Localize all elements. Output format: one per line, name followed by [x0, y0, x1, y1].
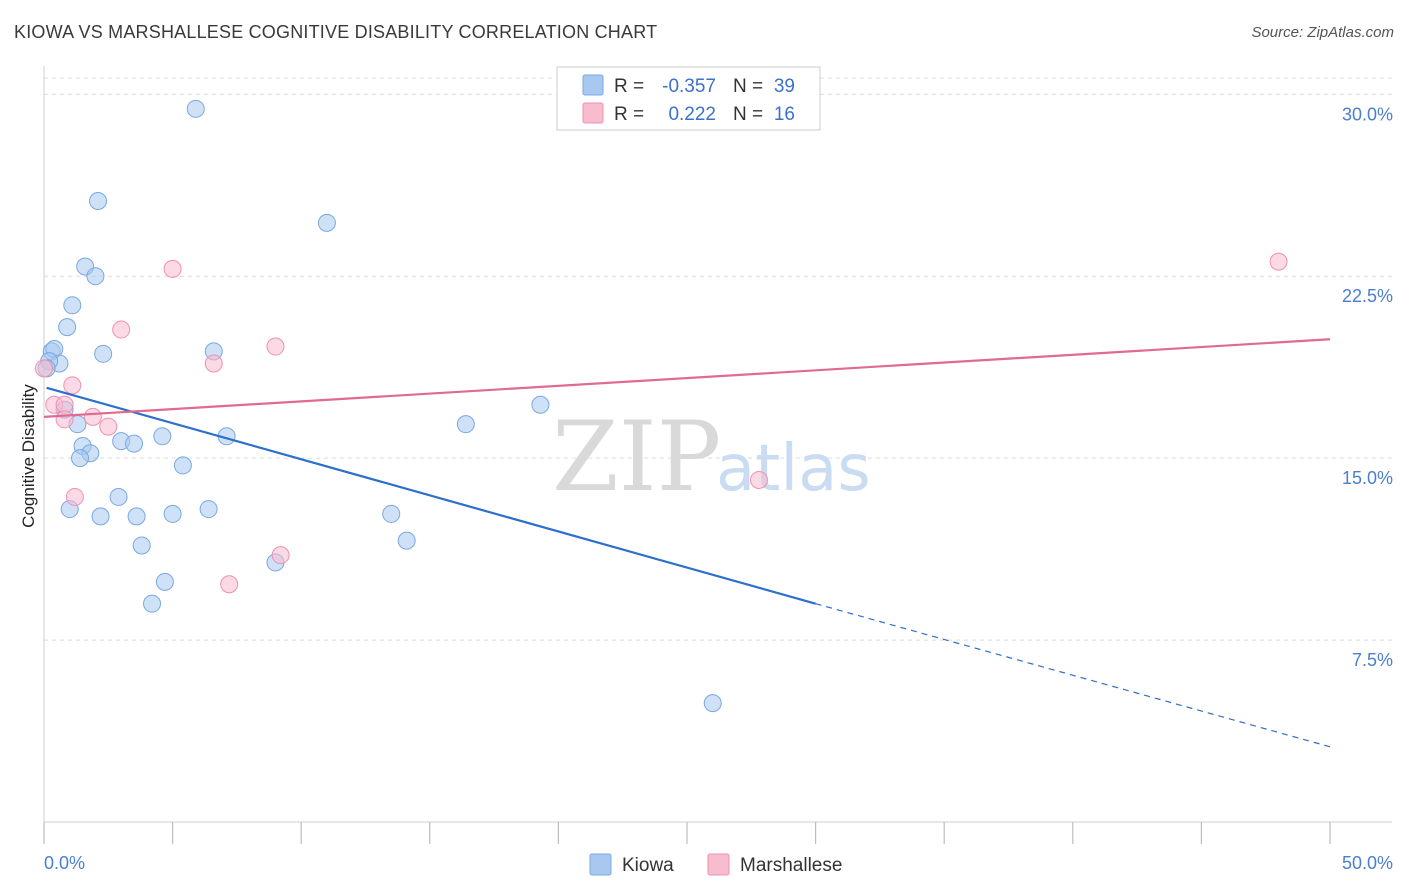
kiowa-point [125, 434, 144, 453]
marshallese-point [99, 417, 118, 436]
watermark-atlas: atlas [716, 432, 871, 506]
kiowa-point [91, 507, 110, 526]
kiowa-point [397, 531, 416, 550]
marshallese-point [112, 320, 131, 339]
kiowa-point [94, 344, 113, 363]
kiowa-point [153, 427, 172, 446]
bottom-legend-marshallese-label: Marshallese [740, 855, 842, 876]
marshallese-point [750, 470, 769, 489]
kiowa-point [89, 191, 108, 210]
kiowa-point [86, 267, 105, 286]
grid-layer [44, 77, 1392, 641]
marshallese-point [63, 376, 82, 395]
legend-n-value: 16 [774, 104, 795, 125]
y-tick-label: 30.0% [1342, 104, 1393, 124]
legend-swatch [582, 74, 604, 96]
kiowa-point [143, 594, 162, 613]
x-tick-label: 0.0% [44, 853, 85, 873]
y-axis-label: Cognitive Disability [19, 384, 38, 528]
legend-n-label: N = [733, 104, 763, 125]
watermark-zip: ZIP [552, 401, 721, 513]
legend-r-value: -0.357 [662, 76, 716, 97]
marshallese-point [271, 546, 290, 565]
legend-n-label: N = [733, 76, 763, 97]
kiowa-point [132, 536, 151, 555]
bottom-legend-kiowa-label: Kiowa [622, 855, 674, 876]
axis-layer: 7.5% 15.0% 22.5% 30.0% 0.0% 50.0% Cognitive Di… [19, 66, 1393, 873]
kiowa-point [58, 318, 77, 337]
kiowa-point [382, 504, 401, 523]
kiowa-point [127, 507, 146, 526]
legend-r-label: R = [614, 76, 644, 97]
kiowa-point [186, 99, 205, 118]
marshallese-point [266, 337, 285, 356]
marshallese-trend-line [43, 338, 1331, 418]
bottom-legend-marshallese-swatch [707, 853, 730, 876]
marshallese-point [163, 259, 182, 278]
legend-r-value: 0.222 [668, 104, 716, 125]
legend-n-value: 39 [774, 76, 795, 97]
points-layer [35, 99, 1288, 713]
kiowa-trend-extension [815, 603, 1331, 748]
legend-swatch [582, 102, 604, 124]
kiowa-trend-line [46, 386, 816, 605]
kiowa-point [703, 694, 722, 713]
y-tick-label: 7.5% [1352, 650, 1393, 670]
x-tick-label: 50.0% [1342, 853, 1393, 873]
chart-title: KIOWA VS MARSHALLESE COGNITIVE DISABILIT… [14, 22, 658, 42]
y-tick-label: 15.0% [1342, 468, 1393, 488]
marshallese-point [1269, 252, 1288, 271]
trend-layer [43, 338, 1331, 748]
kiowa-point [109, 487, 128, 506]
bottom-legend-kiowa-swatch [589, 853, 612, 876]
kiowa-point [155, 572, 174, 591]
marshallese-point [35, 359, 53, 378]
marshallese-point [220, 575, 239, 594]
kiowa-point [199, 500, 218, 519]
legend: R = -0.357 N = 39 R = 0.222 N = 16 [556, 66, 821, 131]
source-label: Source: ZipAtlas.com [1251, 24, 1394, 41]
kiowa-point [531, 395, 550, 414]
kiowa-point [63, 296, 82, 315]
kiowa-point [173, 456, 192, 475]
bottom-legend: Kiowa Marshallese [589, 853, 842, 876]
marshallese-point [65, 487, 84, 506]
y-tick-label: 22.5% [1342, 286, 1393, 306]
legend-r-label: R = [614, 104, 644, 125]
kiowa-point [317, 213, 336, 232]
marshallese-point [204, 354, 223, 373]
kiowa-point [71, 449, 90, 468]
marshallese-point [83, 407, 102, 426]
kiowa-point [163, 504, 182, 523]
marshallese-point [55, 410, 74, 429]
kiowa-point [456, 415, 475, 434]
